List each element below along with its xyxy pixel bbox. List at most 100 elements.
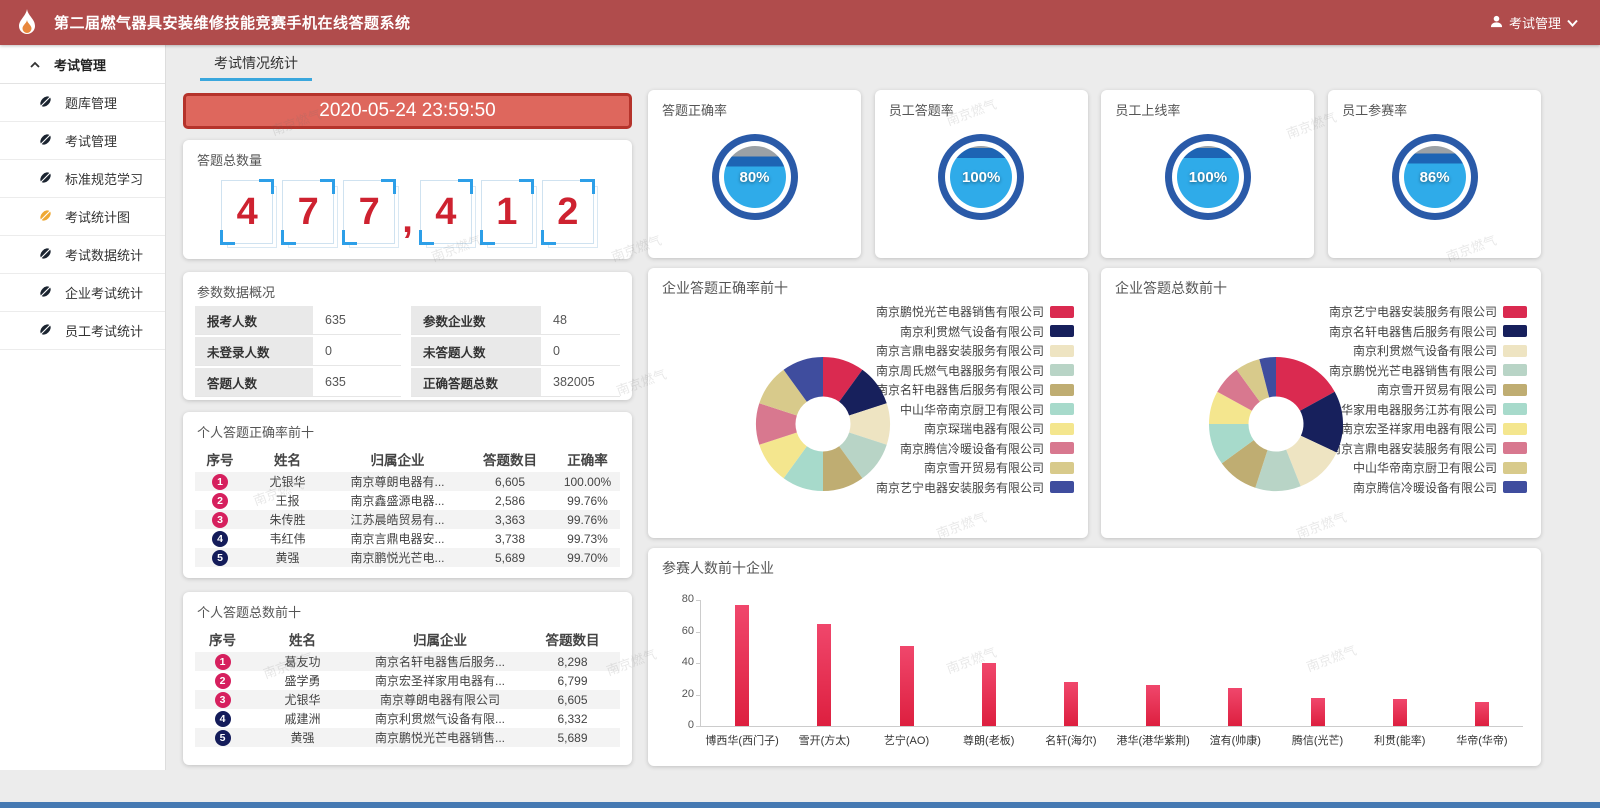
user-menu-label: 考试管理 bbox=[1508, 16, 1561, 31]
bar bbox=[1392, 699, 1407, 726]
sidebar-item-label: 考试数据统计 bbox=[65, 248, 144, 263]
legend-item[interactable]: 南京名轩电器售后服务有限公司 bbox=[1317, 322, 1527, 342]
sidebar-item-考试统计图[interactable]: 考试统计图 bbox=[0, 198, 165, 236]
legend-item[interactable]: 南京腾信冷暖设备有限公司 bbox=[876, 439, 1074, 459]
sidebar-item-label: 标准规范学习 bbox=[65, 172, 144, 187]
sidebar-item-标准规范学习[interactable]: 标准规范学习 bbox=[0, 160, 165, 198]
app-title: 第二届燃气器具安装维修技能竞赛手机在线答题系统 bbox=[54, 15, 411, 32]
gauge-ring: 80% bbox=[711, 134, 798, 220]
bar bbox=[1063, 681, 1078, 726]
company-accuracy-title: 企业答题正确率前十 bbox=[662, 280, 788, 296]
cell: 南京鑫盛源电器... bbox=[350, 494, 445, 508]
legend-item[interactable]: 南京言鼎电器安装服务有限公司 bbox=[876, 341, 1074, 361]
user-menu[interactable]: 考试管理 bbox=[1490, 13, 1578, 32]
pie-slice bbox=[759, 369, 807, 416]
cell: 6,605 bbox=[494, 474, 526, 489]
sidebar-item-员工考试统计[interactable]: 员工考试统计 bbox=[0, 312, 165, 350]
gauge-card-员工参赛率: 员工参赛率 86% bbox=[1328, 90, 1542, 258]
legend-swatch bbox=[1503, 364, 1527, 377]
cell: 戚建洲 bbox=[284, 712, 321, 726]
bar-group: 华帝(华帝) bbox=[1441, 600, 1523, 747]
legend-label: 南京利贯燃气设备有限公司 bbox=[1352, 344, 1497, 359]
legend-item[interactable]: 南京琛瑞电器有限公司 bbox=[876, 419, 1074, 439]
pie-slice bbox=[823, 446, 863, 491]
cell: 韦红伟 bbox=[269, 532, 306, 546]
bar-category-label: 渲有(帅康) bbox=[1209, 735, 1261, 747]
y-axis-label: 80 bbox=[681, 593, 694, 605]
cell: 3,738 bbox=[494, 531, 526, 546]
y-axis-label: 60 bbox=[681, 624, 694, 637]
legend-item[interactable]: 南京艺宁电器安装服务有限公司 bbox=[876, 478, 1074, 498]
sidebar-item-考试管理[interactable]: 考试管理 bbox=[0, 122, 165, 160]
sidebar-group-exam-management[interactable]: 考试管理 bbox=[0, 45, 165, 84]
legend-swatch bbox=[1050, 403, 1074, 416]
table-row: 4 韦红伟 南京言鼎电器安... 3,738 99.73% bbox=[195, 529, 620, 548]
pie-slice bbox=[1276, 357, 1335, 411]
bar-category-label: 艺宁(AO) bbox=[883, 735, 930, 747]
leaf-icon bbox=[38, 94, 53, 112]
bar bbox=[981, 663, 996, 726]
legend-label: 南京腾信冷暖设备有限公司 bbox=[899, 441, 1044, 456]
overview-label: 答题人数 bbox=[195, 368, 313, 397]
cell: 南京名轩电器售后服务... bbox=[374, 655, 505, 669]
sidebar-item-label: 考试统计图 bbox=[65, 210, 131, 225]
legend-swatch bbox=[1050, 325, 1074, 338]
legend-item[interactable]: 博西华家用电器服务江苏有限公司 bbox=[1317, 400, 1527, 420]
legend-item[interactable]: 南京利贯燃气设备有限公司 bbox=[876, 322, 1074, 342]
legend-item[interactable]: 南京艺宁电器安装服务有限公司 bbox=[1317, 302, 1527, 322]
pie-slice bbox=[823, 357, 863, 402]
pie-slice bbox=[1209, 391, 1252, 424]
sidebar-group-label: 考试管理 bbox=[54, 57, 107, 73]
sidebar-item-题库管理[interactable]: 题库管理 bbox=[0, 84, 165, 122]
table-row: 4 戚建洲 南京利贯燃气设备有限... 6,332 bbox=[195, 709, 620, 728]
legend-item[interactable]: 南京雪开贸易有限公司 bbox=[876, 458, 1074, 478]
pie-slice bbox=[1286, 435, 1337, 487]
legend-item[interactable]: 南京名轩电器售后服务有限公司 bbox=[876, 380, 1074, 400]
bar bbox=[1146, 685, 1161, 726]
company-accuracy-card: 企业答题正确率前十 南京鹏悦光芒电器销售有限公司 南京利贯燃气设备有限公司 南京言鼎… bbox=[648, 268, 1088, 538]
legend-item[interactable]: 南京雪开贸易有限公司 bbox=[1317, 380, 1527, 400]
table-row: 1 葛友功 南京名轩电器售后服务... 8,298 bbox=[195, 652, 620, 671]
cell: 尤银华 bbox=[269, 475, 306, 489]
tab-exam-stats[interactable]: 考试情况统计 bbox=[200, 45, 312, 81]
legend-item[interactable]: 南京言鼎电器安装服务有限公司 bbox=[1317, 439, 1527, 459]
header-cell: 归属企业 bbox=[370, 453, 425, 468]
leaf-icon bbox=[38, 208, 53, 226]
cell: 黄强 bbox=[275, 551, 300, 565]
cell: 6,799 bbox=[557, 673, 588, 688]
legend-item[interactable]: 南京周氏燃气电器服务有限公司 bbox=[876, 361, 1074, 381]
digit-value: 4 bbox=[236, 190, 258, 233]
overview-label: 未答题人数 bbox=[411, 337, 541, 366]
table-row: 5 黄强 南京鹏悦光芒电器销售... 5,689 bbox=[195, 728, 620, 747]
legend-item[interactable]: 南京利贯燃气设备有限公司 bbox=[1317, 341, 1527, 361]
header-cell: 正确率 bbox=[567, 453, 608, 468]
bar-category-label: 港华(港华紫荆) bbox=[1116, 735, 1190, 747]
y-axis-tick bbox=[696, 600, 700, 601]
gauge-card-员工答题率: 员工答题率 100% bbox=[874, 90, 1088, 258]
legend-item[interactable]: 中山华帝南京厨卫有限公司 bbox=[876, 400, 1074, 420]
gauge-value: 80% bbox=[739, 168, 770, 186]
overview-label: 参数企业数 bbox=[411, 306, 541, 335]
gauge-value: 86% bbox=[1419, 168, 1450, 186]
sidebar-item-企业考试统计[interactable]: 企业考试统计 bbox=[0, 274, 165, 312]
gauge-liquid: 100% bbox=[1176, 146, 1239, 208]
bar-category-label: 雪开(方太) bbox=[798, 735, 850, 747]
overview-value: 0 bbox=[313, 337, 401, 366]
rank-badge: 1 bbox=[214, 653, 231, 670]
sidebar-item-考试数据统计[interactable]: 考试数据统计 bbox=[0, 236, 165, 274]
y-axis-tick bbox=[696, 694, 700, 696]
legend-item[interactable]: 中山华帝南京厨卫有限公司 bbox=[1317, 458, 1527, 478]
bar-plot-area: 博西华(西门子) 雪开(方太) 艺宁(AO) 尊朗(老板) 名轩(海尔) 港华(港华紫荆)… bbox=[700, 600, 1523, 747]
legend-item[interactable]: 南京腾信冷暖设备有限公司 bbox=[1317, 478, 1527, 498]
header-cell: 归属企业 bbox=[413, 633, 467, 648]
legend-item[interactable]: 南京宏圣祥家用电器有限公司 bbox=[1317, 419, 1527, 439]
rank-cell: 2 bbox=[195, 492, 245, 509]
legend-item[interactable]: 南京鹏悦光芒电器销售有限公司 bbox=[1317, 361, 1527, 381]
rank-cell: 1 bbox=[195, 653, 250, 670]
bar bbox=[1474, 702, 1489, 726]
header-cell: 序号 bbox=[206, 453, 234, 468]
bar-group: 腾信(光芒) bbox=[1276, 600, 1358, 747]
table-header-row: 序号 姓名 归属企业 答题数目 正确率 bbox=[195, 446, 620, 472]
legend-item[interactable]: 南京鹏悦光芒电器销售有限公司 bbox=[876, 302, 1074, 322]
